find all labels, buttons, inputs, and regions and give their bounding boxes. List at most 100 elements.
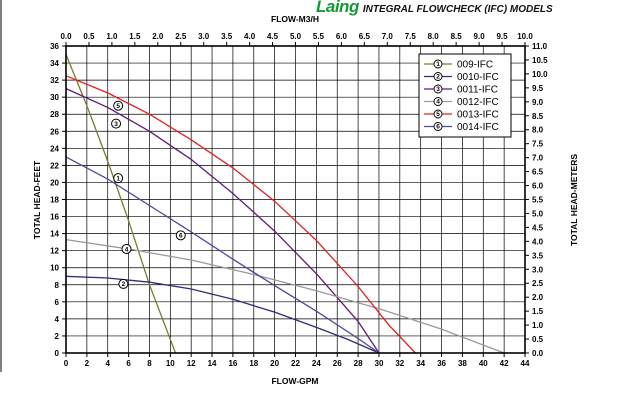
x2-tick-label: 0.0 [60,32,72,41]
x2-tick-label: 8.5 [451,32,463,41]
y2-tick-label: 4.0 [532,237,544,246]
x2-tick-label: 8.0 [428,32,440,41]
y-tick-label: 20 [50,178,59,187]
x-tick-label: 20 [270,359,279,368]
legend-marker [433,97,443,106]
y-tick-label: 12 [50,247,59,256]
x-tick-label: 24 [312,359,321,368]
x2-tick-label: 9.0 [474,32,486,41]
x2-tick-label: 3.0 [198,32,210,41]
x-tick-label: 40 [479,359,488,368]
y2-tick-label: 10.5 [532,56,548,65]
curve-marker-label: 1 [116,175,120,182]
curve-marker-label: 2 [122,281,126,288]
x2-tick-label: 6.0 [336,32,348,41]
y2-tick-label: 10.0 [532,70,548,79]
legend-marker [433,72,443,81]
x-tick-label: 6 [126,359,131,368]
x-tick-label: 26 [333,359,342,368]
legend-marker-label: 2 [436,74,440,81]
x2-tick-label: 1.5 [129,32,141,41]
curve-marker-label: 6 [179,233,183,240]
x2-tick-label: 5.5 [313,32,325,41]
tick-labels: 0 2 4 6 8 10 12 14 16 18 20 22 24 26 28 30 32 34 36 38 40 42 4… [50,32,548,368]
curve-0014-IFC [65,156,380,354]
y2-tick-label: 8.5 [532,112,544,121]
x2-tick-label: 3.5 [221,32,233,41]
y2-tick-label: 2.5 [532,279,544,288]
x-tick-label: 32 [395,359,404,368]
plot-frame [65,45,526,354]
legend-marker [433,109,443,119]
chart-legend: 1 009-IFC 2 0010-IFC 3 0011-IFC 4 0012-IFC 5 0013… [418,53,512,138]
curve-009-IFC [65,54,177,354]
curve-0010-IFC [65,275,380,354]
y2-tick-label: 7.0 [532,154,544,163]
chart-grid [62,42,529,357]
legend-marker-label: 6 [436,124,440,131]
y-tick-label: 18 [50,196,59,205]
y2-tick-label: 9.5 [532,84,544,93]
y-tick-label: 32 [50,76,59,85]
x-tick-label: 34 [416,359,425,368]
y-tick-label: 36 [50,42,59,51]
y-tick-label: 14 [50,230,59,239]
curve-0013-IFC [65,75,416,354]
x2-tick-label: 9.5 [496,32,508,41]
x-tick-label: 42 [500,359,509,368]
curve-marker-3 [111,118,122,129]
legend-marker [433,59,443,69]
y2-tick-label: 1.5 [532,307,544,316]
y-tick-label: 0 [55,349,60,358]
curve-marker-label: 3 [114,121,118,128]
x2-tick-label: 2.5 [175,32,187,41]
y2-tick-label: 4.5 [532,223,544,232]
curve-0012-IFC [65,238,505,354]
x-axis-title: FLOW-GPM [271,376,318,386]
curve-marker-5 [113,100,124,111]
y2-tick-label: 0.5 [532,335,544,344]
x2-tick-label: 0.5 [83,32,95,41]
legend-marker-label: 1 [436,61,440,68]
y-tick-label: 6 [55,298,60,307]
chart-header: Laing INTEGRAL FLOWCHECK (IFC) MODELS [316,0,553,17]
curve-marker-label: 5 [116,103,120,110]
x-tick-label: 8 [147,359,152,368]
curve-markers: 1 2 3 4 5 6 [111,100,186,289]
x-tick-label: 44 [521,359,530,368]
y2-tick-label: 11.0 [532,42,548,51]
x-tick-label: 4 [106,359,111,368]
y2-tick-label: 5.5 [532,196,544,205]
x-tick-label: 10 [166,359,175,368]
x2-tick-label: 6.5 [359,32,371,41]
y-tick-label: 2 [55,332,60,341]
brand-logo: Laing [316,0,359,16]
x-tick-label: 0 [64,359,69,368]
curve-marker-label: 4 [125,246,129,253]
legend-marker-label: 4 [436,99,440,106]
legend-entry-label: 0012-IFC [457,97,499,108]
y-tick-label: 26 [50,127,59,136]
x-tick-label: 30 [375,359,384,368]
y2-tick-label: 3.5 [532,251,544,260]
legend-entry-label: 0010-IFC [457,72,499,83]
x2-tick-label: 4.0 [244,32,256,41]
x2-tick-label: 7.0 [382,32,394,41]
y2-tick-label: 3.0 [532,265,544,274]
y-tick-label: 34 [50,59,59,68]
y-tick-label: 8 [55,281,60,290]
y2-axis-title: TOTAL HEAD-METERS [569,154,579,246]
legend-marker [433,84,443,94]
legend-entry-label: 009-IFC [457,60,493,71]
x2-tick-label: 2.0 [152,32,164,41]
y-tick-label: 4 [55,315,60,324]
legend-marker-label: 5 [436,111,440,118]
curve-marker-6 [175,230,186,241]
y-tick-label: 28 [50,110,59,119]
legend-entry-label: 0011-IFC [457,85,498,96]
x-tick-label: 22 [291,359,300,368]
curve-marker-1 [113,173,124,184]
y2-tick-label: 8.0 [532,126,544,135]
y2-tick-label: 6.5 [532,168,544,177]
